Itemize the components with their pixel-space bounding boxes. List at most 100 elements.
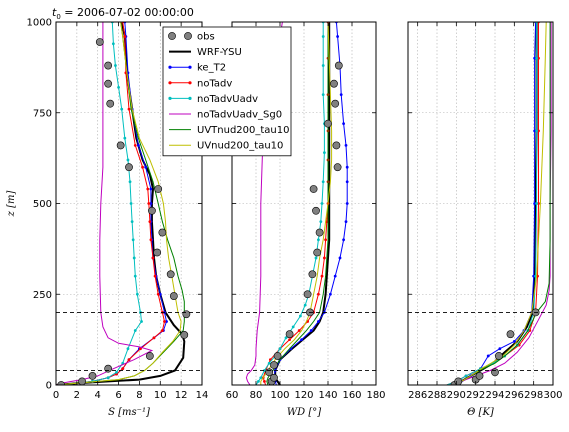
legend-swatch bbox=[184, 32, 192, 40]
series-point-noTadv bbox=[320, 274, 324, 278]
series-point-noTadvUadv bbox=[133, 274, 137, 278]
series-point-noTadvUadv bbox=[303, 303, 307, 307]
obs-marker bbox=[331, 99, 340, 108]
series-point-noTadvUadv bbox=[123, 136, 127, 140]
series-point-noTadvUadv bbox=[320, 202, 324, 205]
obs-marker bbox=[180, 331, 189, 339]
obs-marker bbox=[309, 185, 318, 193]
x-axis-label: WD [°] bbox=[287, 407, 321, 418]
obs-marker bbox=[116, 141, 125, 150]
series-point-noTadvUadv bbox=[111, 42, 115, 46]
series-point-ke_T2 bbox=[344, 220, 348, 224]
y-axis-label: z [m] bbox=[6, 191, 17, 218]
series-point-noTadvUadv bbox=[126, 158, 130, 162]
obs-marker bbox=[333, 163, 342, 172]
x-tick-label: 14 bbox=[196, 390, 209, 401]
series-point-noTadv bbox=[127, 358, 131, 361]
obs-marker bbox=[270, 373, 278, 382]
series-point-ke_T2 bbox=[339, 93, 343, 96]
x-tick-label: 298 bbox=[524, 390, 543, 401]
x-tick-label: 296 bbox=[505, 390, 524, 401]
series-point-noTadv bbox=[263, 379, 266, 383]
x-tick-label: 120 bbox=[294, 390, 313, 401]
x-tick-label: 100 bbox=[270, 390, 289, 401]
x-tick-label: 10 bbox=[154, 390, 167, 401]
obs-marker bbox=[265, 368, 274, 377]
y-tick-label: 750 bbox=[33, 108, 52, 119]
series-point-noTadvUadv bbox=[140, 320, 143, 323]
legend-swatch-dot bbox=[188, 81, 192, 85]
y-tick-label: 250 bbox=[33, 290, 52, 301]
series-point-ke_T2 bbox=[336, 35, 339, 38]
legend-label: noTadvUadv bbox=[197, 94, 258, 105]
x-tick-label: 4 bbox=[95, 390, 101, 401]
series-point-noTadv bbox=[163, 320, 166, 323]
legend-label: noTadv bbox=[197, 78, 232, 89]
series-point-noTadv bbox=[148, 220, 152, 224]
series-point-noTadv bbox=[133, 144, 137, 147]
series-point-ke_T2 bbox=[512, 340, 516, 343]
x-tick-label: 286 bbox=[408, 390, 427, 401]
series-line-noTadvUadv bbox=[255, 22, 325, 385]
series-point-noTadvUadv bbox=[126, 347, 130, 351]
series-point-ke_T2 bbox=[149, 187, 153, 191]
series-point-noTadv bbox=[288, 338, 291, 342]
series-point-ke_T2 bbox=[149, 202, 153, 205]
x-tick-label: 80 bbox=[250, 390, 263, 401]
series-point-noTadv bbox=[147, 202, 151, 205]
series-point-noTadvUadv bbox=[117, 85, 120, 89]
legend-label: ke_T2 bbox=[197, 63, 226, 74]
obs-marker bbox=[153, 248, 162, 257]
legend-box bbox=[162, 26, 292, 157]
series-point-ke_T2 bbox=[345, 202, 349, 205]
series-point-noTadv bbox=[537, 129, 540, 133]
obs-marker bbox=[315, 228, 324, 237]
series-point-ke_T2 bbox=[329, 292, 332, 296]
series-point-ke_T2 bbox=[309, 329, 313, 332]
series-point-noTadvUadv bbox=[120, 107, 124, 111]
series-point-noTadvUadv bbox=[317, 238, 320, 242]
series-point-ke_T2 bbox=[344, 144, 348, 147]
series-point-ke_T2 bbox=[498, 347, 502, 351]
series-point-noTadv bbox=[528, 329, 532, 332]
series-point-noTadvUadv bbox=[130, 220, 134, 224]
obs-marker bbox=[104, 364, 113, 373]
x-tick-label: 294 bbox=[485, 390, 504, 401]
x-tick-label: 2 bbox=[74, 390, 80, 401]
legend-label: WRF-YSU bbox=[197, 47, 242, 58]
series-point-noTadvUadv bbox=[135, 292, 139, 296]
series-point-ke_T2 bbox=[533, 56, 537, 60]
obs-marker bbox=[494, 352, 503, 360]
legend-swatch bbox=[168, 32, 176, 40]
series-point-noTadv bbox=[517, 343, 521, 347]
series-point-noTadvUadv bbox=[321, 64, 325, 67]
legend-swatch-dot bbox=[168, 65, 172, 69]
x-tick-label: 12 bbox=[175, 390, 188, 401]
legend-swatch-dot bbox=[188, 65, 192, 69]
series-line-noTadvUadv bbox=[56, 22, 143, 385]
series-point-noTadvUadv bbox=[319, 220, 323, 224]
series-point-noTadvUadv bbox=[535, 202, 538, 205]
obs-marker bbox=[475, 372, 484, 380]
series-point-noTadvUadv bbox=[299, 314, 302, 318]
x-tick-label: 140 bbox=[318, 390, 337, 401]
grid bbox=[408, 22, 553, 385]
y-tick-label: 0 bbox=[46, 381, 52, 392]
series-point-ke_T2 bbox=[532, 274, 536, 278]
obs-marker bbox=[273, 352, 282, 360]
x-axis-label: Θ [K] bbox=[467, 407, 494, 418]
series-point-ke_T2 bbox=[300, 338, 303, 342]
series-point-noTadv bbox=[151, 256, 155, 260]
series-point-noTadvUadv bbox=[321, 93, 325, 96]
obs-marker bbox=[330, 79, 338, 88]
x-tick-label: 60 bbox=[226, 390, 239, 401]
obs-marker bbox=[506, 330, 515, 339]
x-tick-label: 8 bbox=[136, 390, 142, 401]
series-point-ke_T2 bbox=[333, 274, 337, 278]
series-point-noTadvUadv bbox=[129, 202, 133, 205]
series-point-noTadv bbox=[152, 336, 156, 340]
series-point-noTadv bbox=[139, 347, 142, 351]
series-point-noTadv bbox=[146, 187, 150, 191]
legend-swatch-dot bbox=[168, 96, 172, 100]
series-point-ke_T2 bbox=[165, 320, 168, 323]
